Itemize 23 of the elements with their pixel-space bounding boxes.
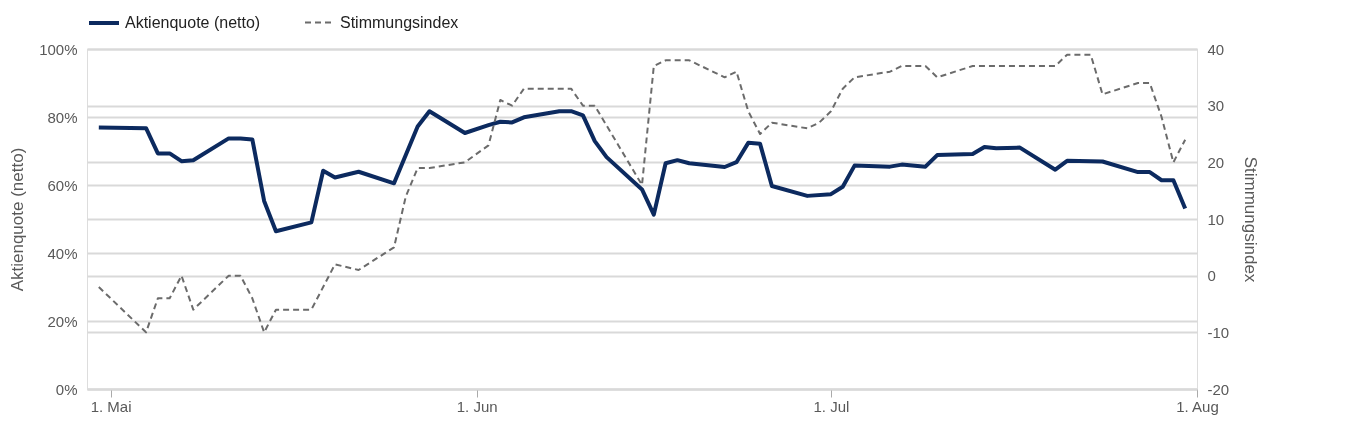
y-tick-label: 20% (47, 312, 78, 330)
y2-tick-label: 40 (1207, 40, 1225, 58)
legend-label: Stimmungsindex (340, 13, 459, 31)
x-tick-label: 1. Aug (1176, 397, 1219, 415)
y-tick-label: 0% (55, 380, 78, 398)
y2-tick-label: -10 (1207, 323, 1230, 341)
x-tick-label: 1. Mai (90, 397, 132, 415)
y-tick-label: 100% (39, 40, 78, 58)
x-tick-label: 1. Jul (813, 397, 850, 415)
y2-tick-label: 30 (1207, 97, 1225, 115)
line-series (97, 53, 1187, 334)
y-tick-label: 40% (47, 244, 78, 262)
legend-label: Aktienquote (netto) (125, 14, 261, 31)
y2-tick-label: 20 (1207, 153, 1225, 171)
y2-axis-title: Stimmungsindex (1241, 156, 1261, 283)
y-tick-label: 80% (47, 108, 78, 126)
y2-tick-label: 10 (1207, 210, 1225, 228)
y2-tick-label: -20 (1207, 380, 1230, 398)
line-series (96, 109, 1188, 234)
y-axis-title: Aktienquote (netto) (8, 147, 28, 292)
y2-tick-label: 0 (1207, 267, 1216, 285)
y-tick-label: 60% (47, 176, 78, 194)
x-tick-label: 1. Jun (456, 397, 498, 415)
